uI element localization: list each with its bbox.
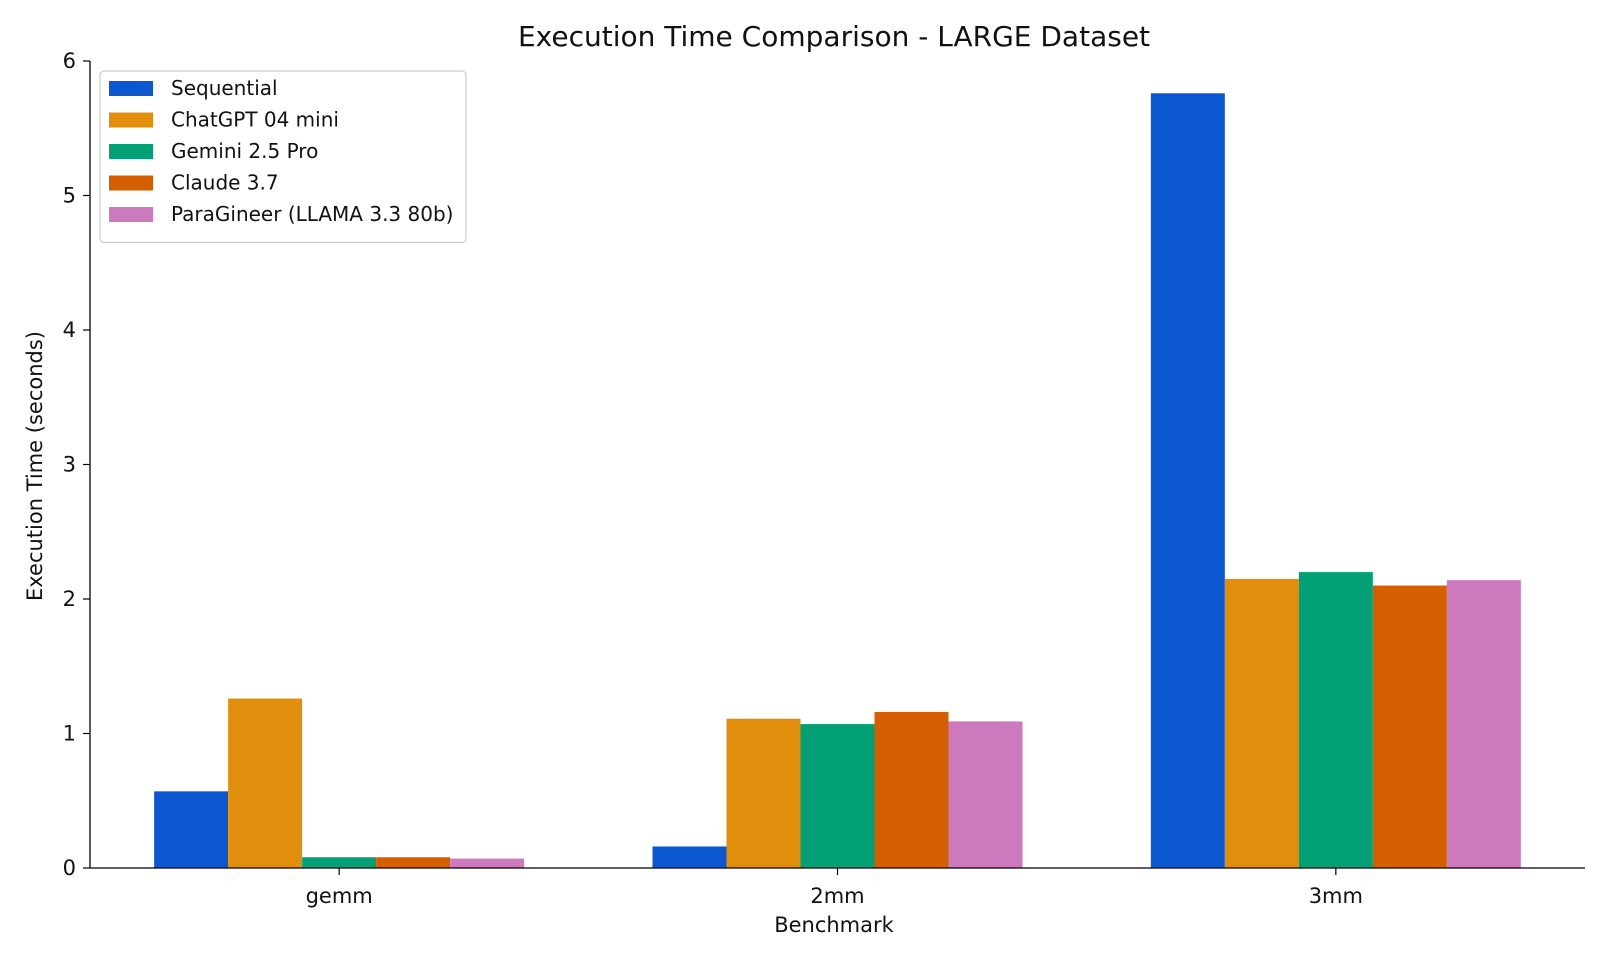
bar-gemm-4 [450,858,525,868]
chart-title: Execution Time Comparison - LARGE Datase… [518,20,1150,53]
legend-swatch [109,81,153,96]
legend-swatch [109,175,153,191]
x-tick-label: gemm [306,884,373,908]
legend-entry-label: ParaGineer (LLAMA 3.3 80b) [171,202,453,226]
y-tick-label: 6 [63,49,76,73]
y-tick-label: 0 [63,856,76,880]
legend-entry-label: Sequential [171,76,278,100]
bar-3mm-3 [1372,585,1447,868]
legend-swatch [109,112,153,128]
bar-2mm-1 [726,718,801,868]
legend-frame [99,70,467,244]
y-tick-label: 4 [63,318,76,342]
legend-entry-label: Gemini 2.5 Pro [171,139,318,163]
bars-layer [154,93,1521,868]
bar-gemm-1 [228,698,303,868]
bar-2mm-4 [948,721,1023,868]
bar-3mm-2 [1298,572,1373,868]
bar-gemm-3 [376,857,451,868]
bar-3mm-1 [1224,578,1299,868]
bar-2mm-0 [652,846,727,868]
legend-entry-label: Claude 3.7 [171,171,279,195]
bar-3mm-0 [1150,93,1225,868]
bar-3mm-4 [1446,580,1521,868]
bar-2mm-3 [874,711,949,868]
y-tick-label: 3 [63,453,76,477]
bar-2mm-2 [800,724,875,868]
x-tick-label: 3mm [1309,884,1363,908]
bar-gemm-2 [302,857,377,868]
y-axis-label: Execution Time (seconds) [23,331,47,601]
ticks-layer: gemm 2mm 3mm 0 1 2 3 4 5 6 [63,49,1363,908]
legend-swatch [109,207,153,222]
y-tick-label: 5 [63,184,76,208]
legend: Sequential ChatGPT 04 mini Gemini 2.5 Pro C… [99,70,467,244]
y-tick-label: 2 [63,587,76,611]
x-axis-label: Benchmark [774,913,894,937]
bar-gemm-0 [154,791,229,868]
legend-swatch [109,144,153,159]
y-tick-label: 1 [63,722,76,746]
x-tick-label: 2mm [810,884,864,908]
legend-entry-label: ChatGPT 04 mini [171,108,339,132]
